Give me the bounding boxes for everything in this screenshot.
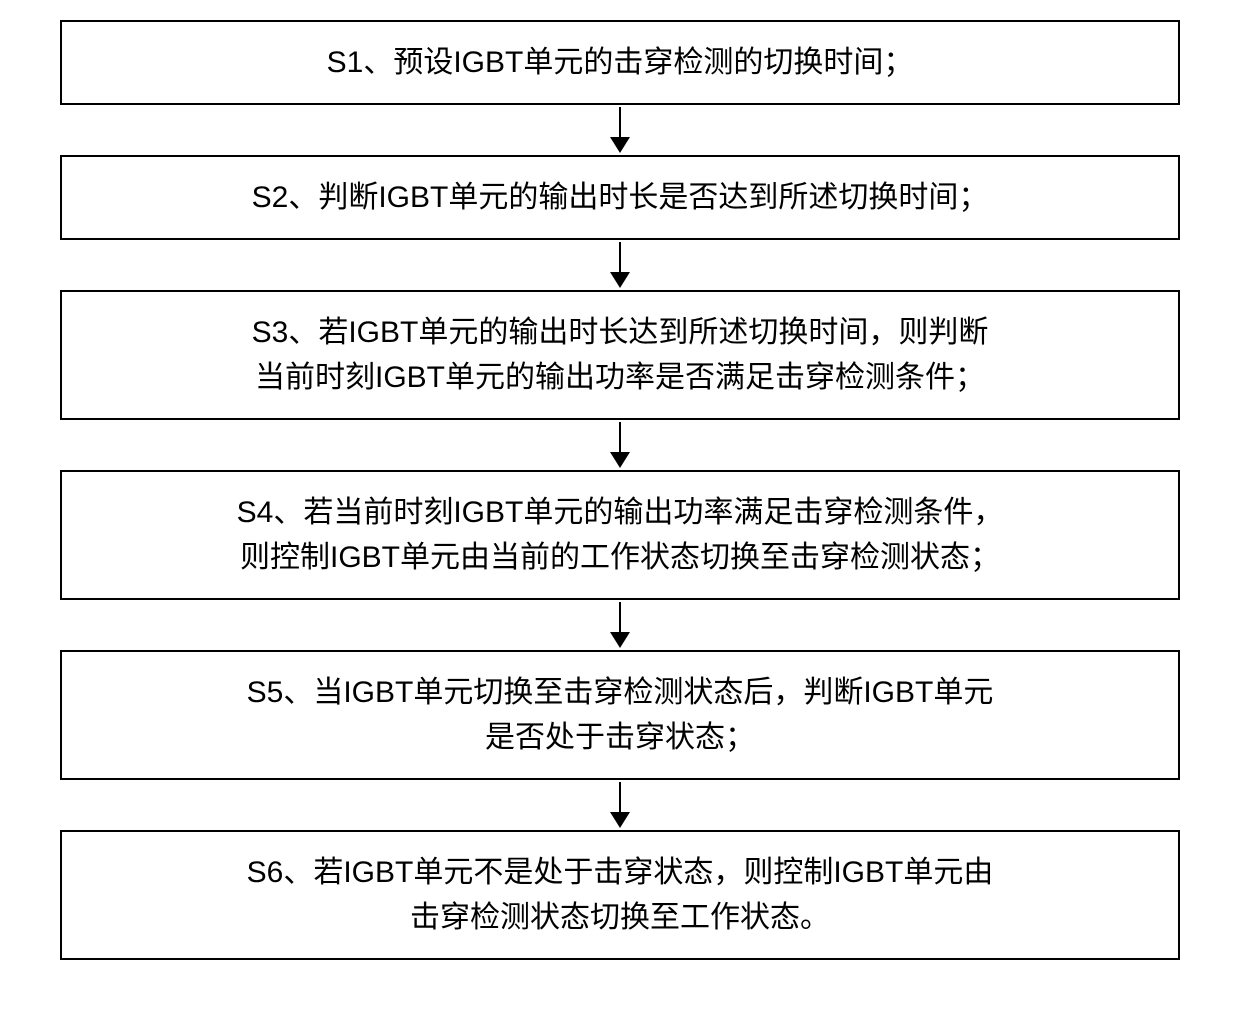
arrow-head-icon bbox=[610, 452, 630, 468]
arrow-line-icon bbox=[619, 602, 621, 632]
arrow-head-icon bbox=[610, 812, 630, 828]
flow-step-s1: S1、预设IGBT单元的击穿检测的切换时间； bbox=[60, 20, 1180, 105]
flow-step-s5: S5、当IGBT单元切换至击穿检测状态后，判断IGBT单元 是否处于击穿状态； bbox=[60, 650, 1180, 780]
flow-step-s4: S4、若当前时刻IGBT单元的输出功率满足击穿检测条件， 则控制IGBT单元由当… bbox=[60, 470, 1180, 600]
flow-step-s6-text: S6、若IGBT单元不是处于击穿状态，则控制IGBT单元由 击穿检测状态切换至工… bbox=[247, 850, 994, 940]
flow-step-s2: S2、判断IGBT单元的输出时长是否达到所述切换时间； bbox=[60, 155, 1180, 240]
arrow-head-icon bbox=[610, 272, 630, 288]
flow-step-s4-text: S4、若当前时刻IGBT单元的输出功率满足击穿检测条件， 则控制IGBT单元由当… bbox=[237, 490, 1004, 580]
arrow-line-icon bbox=[619, 422, 621, 452]
flow-arrow-4 bbox=[610, 600, 630, 650]
arrow-line-icon bbox=[619, 242, 621, 272]
arrow-line-icon bbox=[619, 107, 621, 137]
flowchart-container: S1、预设IGBT单元的击穿检测的切换时间； S2、判断IGBT单元的输出时长是… bbox=[50, 20, 1190, 960]
flow-step-s2-text: S2、判断IGBT单元的输出时长是否达到所述切换时间； bbox=[252, 175, 989, 220]
flow-step-s1-text: S1、预设IGBT单元的击穿检测的切换时间； bbox=[327, 40, 914, 85]
flow-step-s3: S3、若IGBT单元的输出时长达到所述切换时间，则判断 当前时刻IGBT单元的输… bbox=[60, 290, 1180, 420]
flow-arrow-1 bbox=[610, 105, 630, 155]
arrow-line-icon bbox=[619, 782, 621, 812]
flow-arrow-3 bbox=[610, 420, 630, 470]
flow-arrow-2 bbox=[610, 240, 630, 290]
arrow-head-icon bbox=[610, 137, 630, 153]
flow-step-s6: S6、若IGBT单元不是处于击穿状态，则控制IGBT单元由 击穿检测状态切换至工… bbox=[60, 830, 1180, 960]
arrow-head-icon bbox=[610, 632, 630, 648]
flow-step-s5-text: S5、当IGBT单元切换至击穿检测状态后，判断IGBT单元 是否处于击穿状态； bbox=[247, 670, 994, 760]
flow-arrow-5 bbox=[610, 780, 630, 830]
flow-step-s3-text: S3、若IGBT单元的输出时长达到所述切换时间，则判断 当前时刻IGBT单元的输… bbox=[252, 310, 989, 400]
